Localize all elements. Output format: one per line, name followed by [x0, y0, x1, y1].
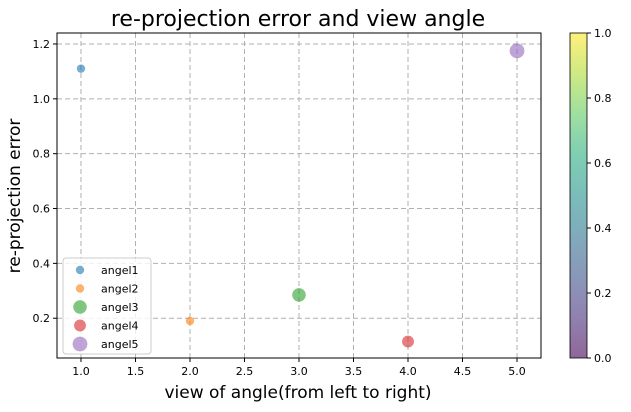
x-tick-label: 3.5 [345, 365, 363, 378]
colorbar-tick-label: 0.2 [594, 287, 612, 300]
legend: angel1 angel2 angel3 angel4 angel5 [62, 257, 152, 355]
x-tick-label: 4.0 [399, 365, 417, 378]
y-tick-label: 1.0 [33, 93, 51, 106]
legend-box [62, 257, 152, 355]
x-tick-label: 4.5 [454, 365, 472, 378]
y-tick-label: 1.2 [33, 38, 51, 51]
legend-label-angel5: angel5 [101, 338, 139, 351]
legend-marker-angel3 [73, 300, 87, 314]
legend-marker-angel1 [75, 265, 85, 275]
data-point-angel2 [185, 316, 195, 326]
colorbar-gradient [569, 32, 588, 359]
x-axis-label: view of angle(from left to right) [164, 383, 431, 403]
data-point-angel5 [509, 43, 525, 59]
colorbar-tick-label: 0.4 [594, 222, 612, 235]
y-tick-label: 0.4 [33, 257, 51, 270]
x-tick-label: 2.0 [181, 365, 199, 378]
y-tick-label: 0.8 [33, 148, 51, 161]
x-tick-label: 2.5 [236, 365, 254, 378]
data-point-angel3 [292, 288, 306, 302]
x-tick-label: 5.0 [508, 365, 526, 378]
colorbar-tick-label: 0.6 [594, 157, 612, 170]
colorbar-tick-label: 0.0 [594, 352, 612, 365]
x-tick-label: 1.5 [127, 365, 145, 378]
chart-title: re-projection error and view angle [111, 7, 485, 32]
x-axis-ticks: 1.0 1.5 2.0 2.5 3.0 3.5 4.0 4.5 5.0 [72, 358, 526, 378]
legend-label-angel4: angel4 [101, 320, 139, 333]
data-point-angel1 [76, 64, 86, 73]
colorbar: 0.0 0.2 0.4 0.6 0.8 1.0 [569, 27, 612, 365]
colorbar-tick-label: 0.8 [594, 92, 612, 105]
legend-marker-angel5 [72, 336, 88, 352]
y-tick-label: 0.6 [33, 203, 51, 216]
legend-marker-angel4 [74, 319, 86, 332]
grid [57, 33, 541, 358]
colorbar-tick-label: 1.0 [594, 27, 612, 40]
legend-label-angel1: angel1 [101, 264, 139, 277]
legend-marker-angel2 [75, 284, 85, 293]
legend-label-angel3: angel3 [101, 301, 139, 314]
y-axis-label: re-projection error [5, 119, 25, 274]
data-point-angel4 [402, 335, 414, 348]
data-points [76, 43, 525, 348]
x-tick-label: 3.0 [290, 365, 308, 378]
y-axis-ticks: 0.2 0.4 0.6 0.8 1.0 1.2 [33, 38, 57, 325]
legend-label-angel2: angel2 [101, 283, 139, 296]
x-tick-label: 1.0 [72, 365, 90, 378]
y-tick-label: 0.2 [33, 312, 51, 325]
